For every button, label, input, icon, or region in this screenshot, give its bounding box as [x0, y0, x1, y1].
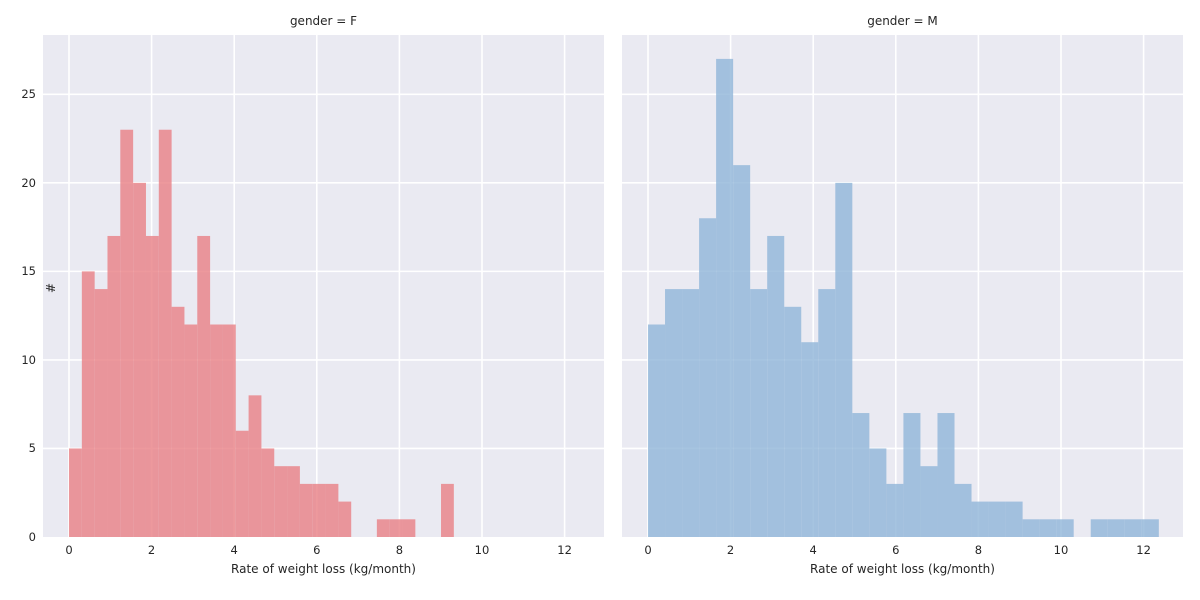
histogram-bar	[1022, 519, 1040, 537]
histogram-bar	[402, 519, 416, 537]
histogram-bars	[648, 58, 1159, 537]
histogram-bar	[920, 466, 938, 537]
x-tick-label: 4	[809, 543, 817, 557]
y-tick-label: 5	[28, 441, 36, 456]
histogram-bar	[1124, 519, 1142, 537]
histogram-bar	[94, 289, 108, 537]
x-tick-label: 6	[313, 543, 321, 557]
facet-title: gender = M	[867, 14, 938, 28]
histogram-bar	[903, 413, 921, 537]
histogram-bar	[222, 324, 236, 537]
facet-gender-f: gender = F # Rate of weight loss (kg/mon…	[21, 0, 604, 600]
x-tick-label: 2	[726, 543, 735, 557]
histogram-bar	[441, 483, 454, 537]
histogram-bar	[210, 324, 223, 537]
histogram-bar	[648, 324, 666, 537]
x-tick-label: 0	[65, 543, 73, 557]
histogram-bar	[338, 501, 352, 537]
histogram-bar	[299, 483, 313, 537]
x-axis-label: Rate of weight loss (kg/month)	[231, 562, 416, 576]
y-tick-label: 25	[21, 87, 36, 102]
histogram-bar	[1005, 501, 1023, 537]
y-tick-label: 10	[21, 352, 36, 367]
histogram-bar	[158, 129, 172, 537]
histogram-bar	[248, 395, 262, 537]
histogram-bar	[325, 483, 339, 537]
histogram-bar	[886, 483, 904, 537]
x-axis-label: Rate of weight loss (kg/month)	[810, 562, 995, 576]
histogram-bars	[69, 129, 454, 537]
histogram-bar	[733, 165, 751, 537]
x-tick-label: 4	[230, 543, 238, 557]
histogram-bar	[971, 501, 989, 537]
histogram-bar	[261, 448, 275, 537]
x-tick-label: 8	[974, 543, 983, 557]
histogram-bar	[954, 483, 972, 537]
histogram-bar	[376, 519, 390, 537]
histogram-bar	[235, 430, 249, 537]
histogram-bar	[81, 271, 95, 537]
histogram-bar	[69, 448, 82, 537]
histogram-bar	[107, 235, 121, 537]
histogram-bar	[988, 501, 1006, 537]
histogram-bar	[145, 235, 159, 537]
histogram-bar	[750, 289, 768, 537]
histogram-bar	[699, 218, 717, 537]
facet-title: gender = F	[289, 14, 358, 28]
histogram-bar	[801, 342, 819, 537]
histogram-bar	[937, 413, 955, 537]
y-axis-label: #	[44, 282, 58, 294]
y-tick-label: 15	[21, 264, 36, 279]
histogram-bar	[184, 324, 198, 537]
histogram-bar	[784, 306, 802, 537]
x-tick-label: 6	[892, 543, 900, 557]
y-tick-label: 0	[28, 530, 36, 544]
histogram-bar	[1107, 519, 1125, 537]
histogram-panel-gender-f	[43, 35, 604, 537]
facet-gender-m: gender = M Rate of weight loss (kg/month…	[622, 0, 1183, 600]
histogram-bar	[274, 466, 288, 537]
histogram-bar	[716, 58, 734, 537]
x-tick-label: 10	[1053, 543, 1069, 557]
histogram-bar	[287, 466, 300, 537]
histogram-bar	[120, 129, 134, 537]
histogram-bar	[767, 235, 785, 537]
histogram-bar	[133, 182, 146, 537]
histogram-bar	[1090, 519, 1108, 537]
histogram-bar	[1141, 519, 1159, 537]
x-tick-label: 12	[1136, 543, 1151, 557]
histogram-bar	[665, 289, 683, 537]
histogram-panel-gender-m	[622, 35, 1183, 537]
x-tick-label: 10	[474, 543, 490, 557]
histogram-bar	[869, 448, 887, 537]
histogram-bar	[682, 289, 700, 537]
histogram-bar	[171, 306, 185, 537]
x-tick-label: 0	[644, 543, 652, 557]
histogram-bar	[818, 289, 836, 537]
histogram-bar	[835, 182, 853, 537]
histogram-bar	[1056, 519, 1074, 537]
histogram-bar	[1039, 519, 1057, 537]
y-tick-label: 20	[21, 175, 36, 190]
histogram-bar	[852, 413, 870, 537]
x-tick-label: 8	[395, 543, 404, 557]
histogram-bar	[197, 235, 211, 537]
histogram-bar	[389, 519, 403, 537]
x-tick-label: 2	[147, 543, 156, 557]
histogram-bar	[312, 483, 326, 537]
x-tick-label: 12	[557, 543, 572, 557]
